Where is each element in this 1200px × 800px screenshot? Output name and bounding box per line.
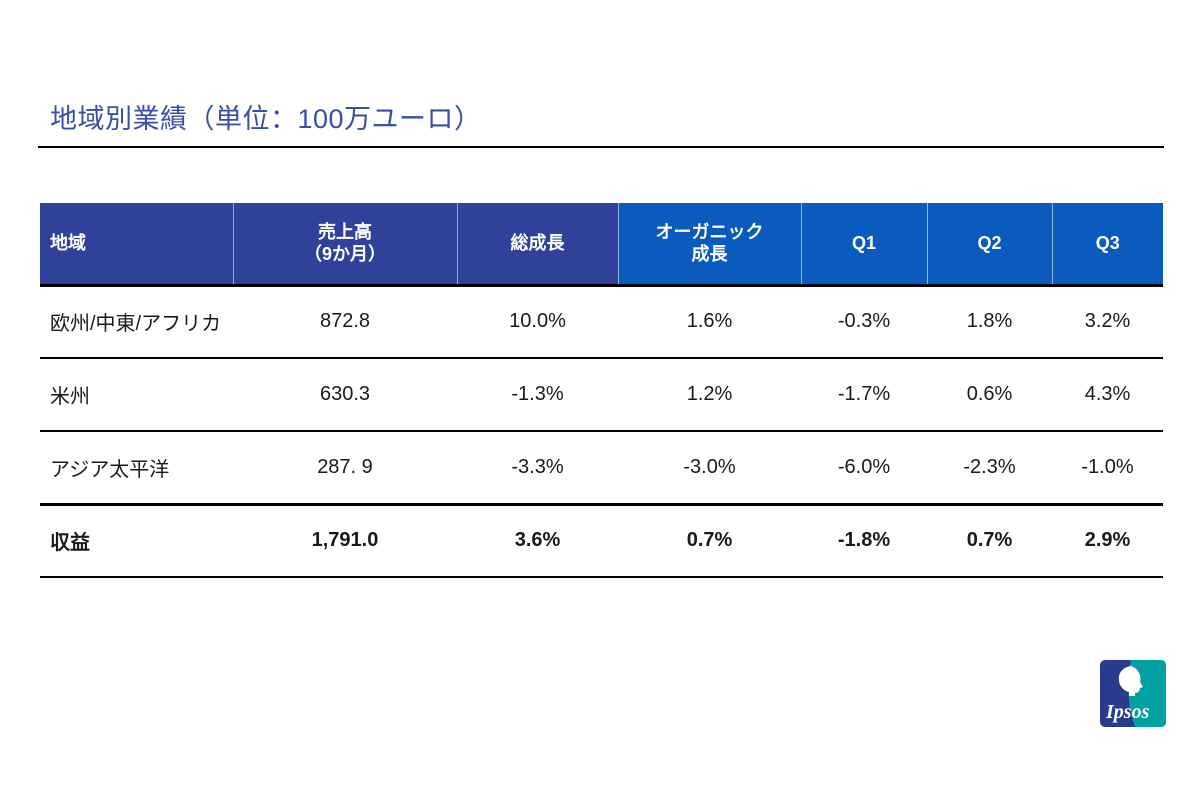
value-cell: -1.0%: [1052, 431, 1163, 506]
value-cell: 1.8%: [927, 285, 1052, 359]
value-cell: -1.8%: [801, 504, 927, 578]
table-row-americas: 米州 630.3 -1.3% 1.2% -1.7% 0.6% 4.3%: [40, 358, 1163, 432]
ipsos-logo-icon: Ipsos: [1100, 660, 1166, 727]
value-cell: -1.3%: [457, 358, 618, 432]
value-cell: 0.6%: [927, 358, 1052, 432]
value-cell: -3.0%: [618, 431, 801, 506]
value-cell: -6.0%: [801, 431, 927, 506]
table-header-row: 地域 売上高 （9か月） 総成長 オーガニック 成長 Q1 Q2 Q3: [40, 203, 1163, 287]
value-cell: 10.0%: [457, 285, 618, 359]
col-header-q1: Q1: [800, 203, 927, 287]
value-cell: 2.9%: [1052, 504, 1163, 578]
value-cell: 872.8: [233, 285, 457, 359]
value-cell: -2.3%: [927, 431, 1052, 506]
col-header-organic-growth: オーガニック 成長: [617, 203, 801, 287]
value-cell: 4.3%: [1052, 358, 1163, 432]
value-cell: 3.2%: [1052, 285, 1163, 359]
title-divider: [38, 146, 1164, 148]
col-header-q3: Q3: [1051, 203, 1163, 287]
col-header-total-growth: 総成長: [456, 203, 618, 287]
value-cell: 630.3: [233, 358, 457, 432]
value-cell: -1.7%: [801, 358, 927, 432]
regional-performance-table: 地域 売上高 （9か月） 総成長 オーガニック 成長 Q1 Q2 Q3 欧州/中…: [40, 203, 1163, 578]
table-row-total-revenue: 収益 1,791.0 3.6% 0.7% -1.8% 0.7% 2.9%: [40, 504, 1163, 578]
value-cell: 0.7%: [618, 504, 801, 578]
col-header-q2: Q2: [926, 203, 1052, 287]
region-cell: 米州: [40, 358, 233, 432]
page-title: 地域別業績（単位：100万ユーロ）: [50, 104, 482, 134]
value-cell: -3.3%: [457, 431, 618, 506]
value-cell: 0.7%: [927, 504, 1052, 578]
ipsos-logo: Ipsos: [1100, 660, 1166, 727]
col-header-region: 地域: [40, 203, 233, 287]
value-cell: 1,791.0: [233, 504, 457, 578]
table-row-emea: 欧州/中東/アフリカ 872.8 10.0% 1.6% -0.3% 1.8% 3…: [40, 285, 1163, 359]
region-cell: 収益: [40, 504, 233, 578]
value-cell: 3.6%: [457, 504, 618, 578]
value-cell: 287. 9: [233, 431, 457, 506]
value-cell: 1.2%: [618, 358, 801, 432]
value-cell: -0.3%: [801, 285, 927, 359]
table-row-apac: アジア太平洋 287. 9 -3.3% -3.0% -6.0% -2.3% -1…: [40, 431, 1163, 506]
col-header-revenue-9mo: 売上高 （9か月）: [232, 203, 457, 287]
value-cell: 1.6%: [618, 285, 801, 359]
region-cell: 欧州/中東/アフリカ: [40, 285, 233, 359]
ipsos-logo-text: Ipsos: [1105, 701, 1150, 723]
region-cell: アジア太平洋: [40, 431, 233, 506]
